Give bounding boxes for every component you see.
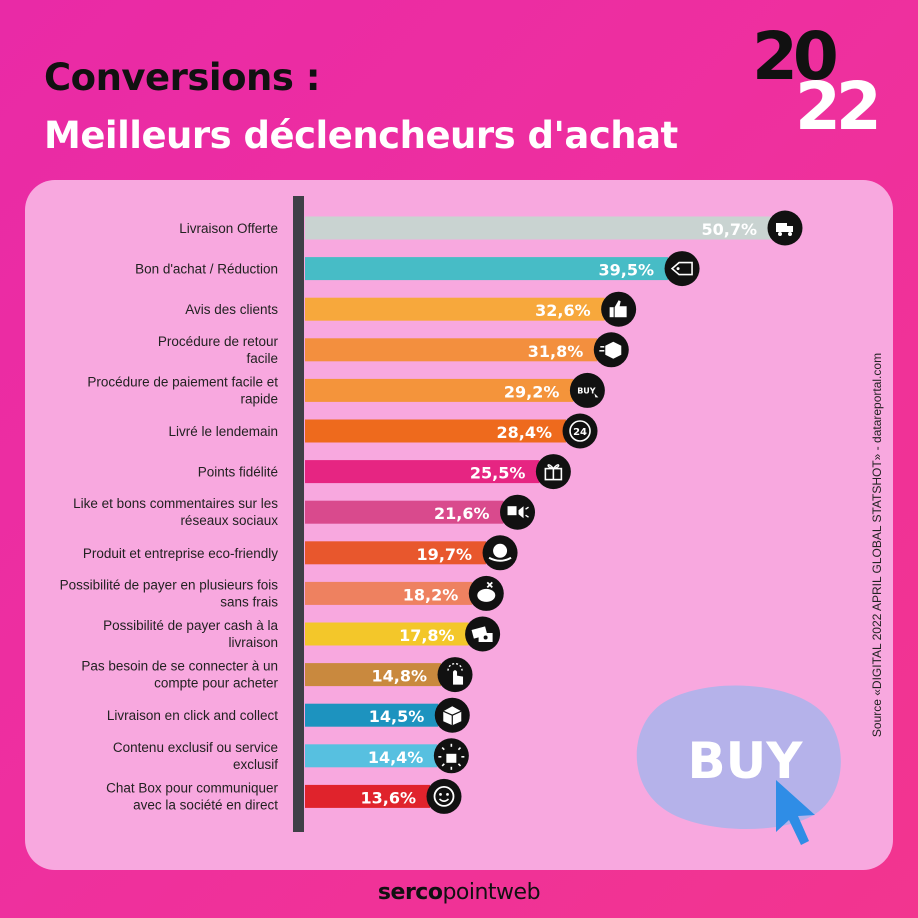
category-label: Chat Box pour communiquer avec la société…: [106, 780, 278, 812]
bar: [305, 297, 605, 321]
bar: [305, 744, 438, 768]
value-label: 19,7%: [417, 545, 473, 564]
buy-label: BUY: [688, 732, 804, 790]
category-label: Procédure de paiement facile et rapide: [87, 374, 278, 406]
tap-finger-icon: [437, 657, 473, 693]
value-label: 17,8%: [399, 626, 455, 645]
cursor-arrow-icon: [776, 780, 815, 845]
year-top: 20: [752, 18, 839, 95]
bar: [305, 378, 574, 402]
category-label: Possibilité de payer en plusieurs fois sa…: [60, 577, 279, 609]
buy-illustration: BUY: [636, 685, 841, 845]
category-label: Like et bons commentaires sur les réseaux…: [73, 496, 278, 528]
year-bottom: 22: [795, 68, 882, 145]
bar: [305, 338, 598, 362]
return-box-icon: [593, 332, 629, 368]
cash-icon: [465, 616, 501, 652]
value-label: 14,4%: [368, 748, 424, 767]
bar: [305, 500, 504, 524]
value-label: 18,2%: [403, 585, 459, 604]
chart-title-line2: Meilleurs déclencheurs d'achat: [44, 114, 678, 157]
value-label: 21,6%: [434, 504, 490, 523]
bar: [305, 663, 442, 687]
chart-title-line1: Conversions :: [44, 56, 321, 99]
category-label: Livraison Offerte: [179, 221, 278, 236]
gift-icon: [535, 454, 571, 490]
value-label: 31,8%: [528, 342, 584, 361]
brand-light: pointweb: [442, 880, 541, 905]
bar: [305, 216, 771, 240]
brand-bold: serco: [377, 880, 443, 905]
bar: [305, 257, 669, 281]
brand-logo: sercopointweb: [0, 880, 918, 905]
piggy-bank-icon: [468, 575, 504, 611]
bar: [305, 541, 487, 565]
category-label: Produit et entreprise eco-friendly: [83, 546, 278, 561]
bar: [305, 703, 439, 727]
value-label: 29,2%: [504, 382, 560, 401]
value-label: 28,4%: [497, 423, 553, 442]
bar: [305, 460, 540, 484]
category-label: Points fidélité: [198, 465, 278, 480]
value-label: 25,5%: [470, 464, 526, 483]
discount-tag-icon: [664, 251, 700, 287]
category-label: Bon d'achat / Réduction: [135, 262, 278, 277]
category-label: Avis des clients: [185, 302, 278, 317]
package-icon: [434, 697, 470, 733]
value-label: 32,6%: [535, 301, 591, 320]
buy-cursor-icon: BUY: [569, 372, 605, 408]
value-label: 13,6%: [360, 788, 416, 807]
eco-globe-icon: [482, 535, 518, 571]
bar: [305, 581, 473, 605]
thumbs-up-icon: [601, 291, 637, 327]
social-like-icon: [500, 494, 536, 530]
exclusive-star-icon: [433, 738, 469, 774]
y-axis-line: [293, 196, 304, 832]
chat-smile-icon: [426, 778, 462, 814]
value-label: 39,5%: [599, 261, 655, 280]
category-label: Pas besoin de se connecter à un compte po…: [81, 659, 278, 691]
bar: [305, 419, 567, 443]
category-label: Procédure de retour facile: [158, 334, 279, 366]
category-label: Contenu exclusif ou service exclusif: [113, 740, 278, 772]
value-label: 14,8%: [372, 667, 428, 686]
delivery-truck-icon: [767, 210, 803, 246]
source-note: Source «DIGITAL 2022 APRIL GLOBAL STATSH…: [870, 352, 884, 738]
bar: [305, 622, 469, 646]
category-label: Possibilité de payer cash à la livraison: [103, 618, 278, 650]
svg-text:24: 24: [573, 427, 587, 438]
value-label: 14,5%: [369, 707, 425, 726]
svg-text:BUY: BUY: [577, 386, 596, 395]
bar: [305, 784, 431, 808]
24h-icon: 24: [562, 413, 598, 449]
value-label: 50,7%: [701, 220, 757, 239]
category-label: Livraison en click and collect: [107, 708, 278, 723]
category-label: Livré le lendemain: [168, 424, 278, 439]
